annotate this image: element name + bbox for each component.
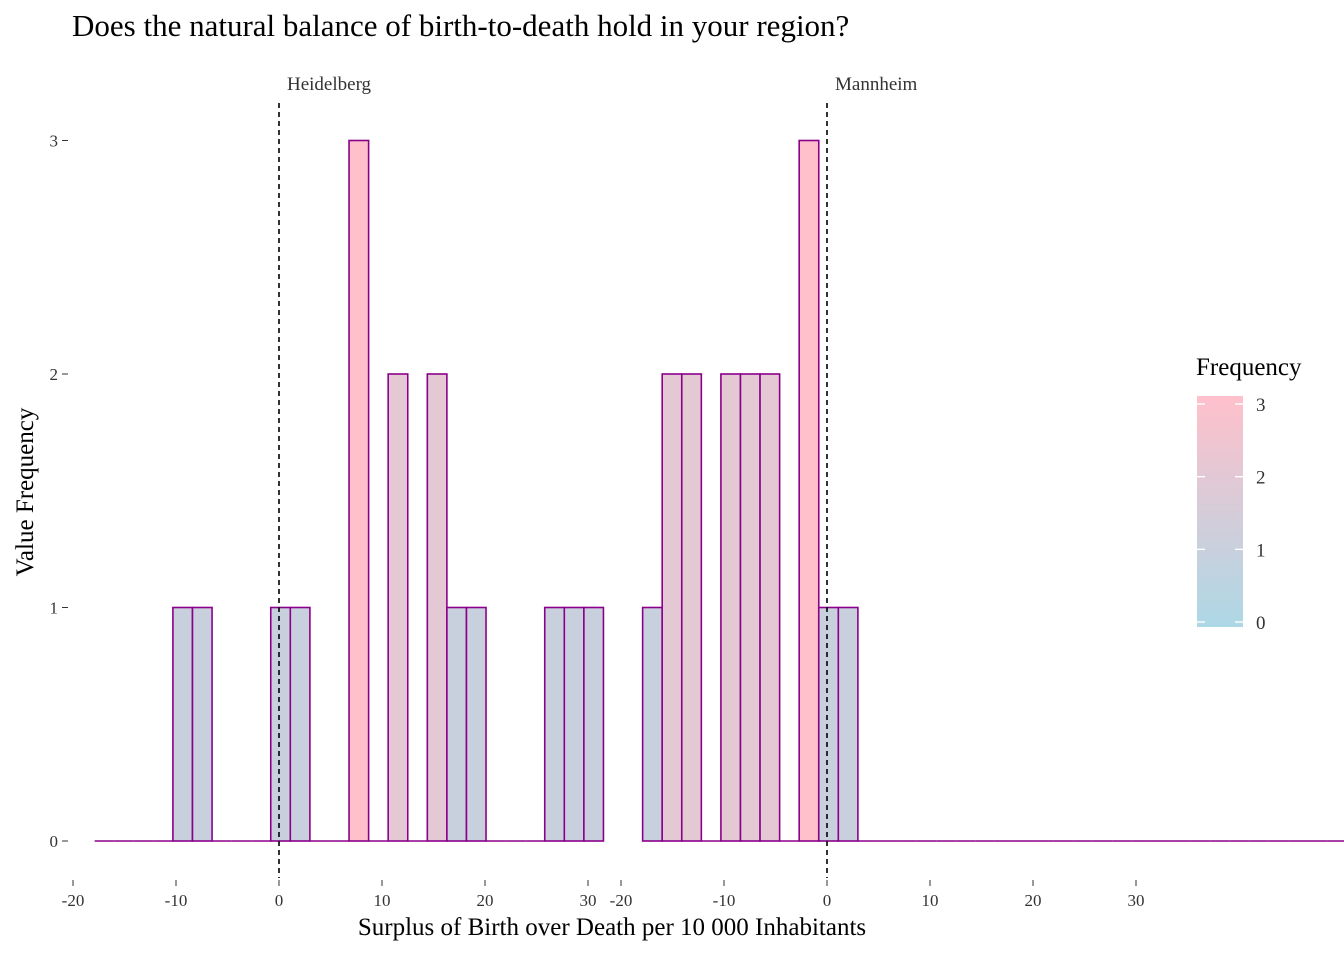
histogram-bar xyxy=(680,373,703,842)
histogram-bar xyxy=(759,373,781,842)
histogram-bar xyxy=(739,373,761,842)
x-tick-label: 10 xyxy=(374,891,391,910)
legend-colorbar: 0 1 2 3 xyxy=(1197,395,1266,634)
histogram-bar xyxy=(426,373,448,842)
y-axis-title: Value Frequency xyxy=(12,407,39,577)
histogram-bar xyxy=(583,606,605,842)
x-tick-label: 10 xyxy=(922,891,939,910)
reference-label: Heidelberg xyxy=(287,74,372,95)
x-tick-label: -20 xyxy=(62,891,85,910)
x-tick-label: 30 xyxy=(580,891,597,910)
x-axis: -20 -10 0 10 20 30 -20 -10 0 10 20 30 xyxy=(62,880,1145,910)
colorbar-tick-label: 1 xyxy=(1256,540,1266,561)
y-tick-label: 3 xyxy=(50,132,59,151)
colorbar-tick-label: 3 xyxy=(1256,395,1266,416)
y-tick-label: 0 xyxy=(50,832,59,851)
histogram-bar xyxy=(661,373,683,842)
x-tick-label: -20 xyxy=(610,891,633,910)
colorbar-tick-label: 0 xyxy=(1256,613,1266,634)
histogram-bar xyxy=(289,606,311,842)
histogram-bar xyxy=(543,606,566,842)
x-tick-label: -10 xyxy=(165,891,188,910)
y-tick-label: 2 xyxy=(50,365,59,384)
histogram-bar xyxy=(269,606,292,842)
histogram-bar xyxy=(641,606,664,842)
histogram-bar xyxy=(837,606,859,842)
x-tick-label: 20 xyxy=(477,891,494,910)
x-axis-title: Surplus of Birth over Death per 10 000 I… xyxy=(357,914,867,941)
histogram-bar xyxy=(446,606,468,842)
reference-lines: Heidelberg Mannheim xyxy=(278,74,918,878)
histogram-bar xyxy=(798,139,820,842)
x-tick-label: 0 xyxy=(823,891,832,910)
x-tick-label: 30 xyxy=(1128,891,1145,910)
histogram-bar xyxy=(191,606,213,842)
legend-title: Frequency xyxy=(1196,354,1302,381)
colorbar-tick-label: 2 xyxy=(1256,468,1266,489)
histogram-bar xyxy=(348,139,370,842)
histogram-bar xyxy=(465,606,487,842)
histogram-bar xyxy=(817,606,840,842)
colorbar xyxy=(1197,396,1243,627)
reference-label: Mannheim xyxy=(835,74,918,95)
histogram-bar xyxy=(720,373,742,842)
x-tick-label: -10 xyxy=(713,891,736,910)
chart-title: Does the natural balance of birth-to-dea… xyxy=(72,8,850,43)
histogram-bar xyxy=(387,373,409,842)
x-tick-label: 20 xyxy=(1025,891,1042,910)
y-axis: 0 1 2 3 xyxy=(50,132,68,851)
histogram-bars xyxy=(94,139,1344,842)
histogram-bar xyxy=(172,606,194,842)
y-tick-label: 1 xyxy=(50,599,59,618)
histogram-bar xyxy=(563,606,585,842)
x-tick-label: 0 xyxy=(275,891,284,910)
